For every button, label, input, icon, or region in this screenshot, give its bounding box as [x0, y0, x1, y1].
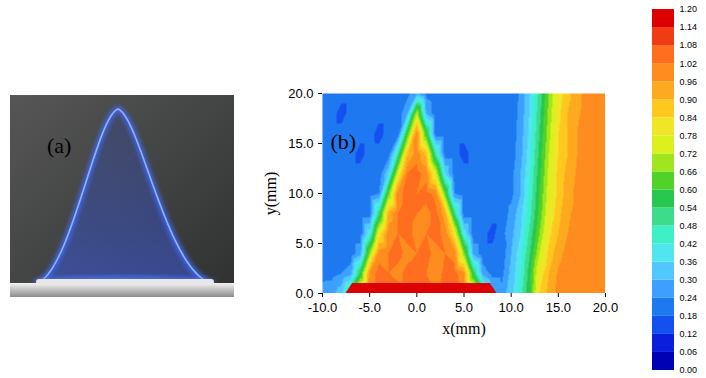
svg-text:0.96: 0.96 — [680, 77, 698, 87]
svg-text:0.66: 0.66 — [680, 167, 698, 177]
svg-text:10.0: 10.0 — [288, 186, 313, 201]
svg-text:0.60: 0.60 — [680, 185, 698, 195]
svg-text:0.0: 0.0 — [295, 286, 313, 301]
svg-text:0.12: 0.12 — [680, 329, 698, 339]
svg-text:20.0: 20.0 — [593, 300, 618, 315]
svg-text:1.20: 1.20 — [680, 4, 698, 14]
svg-text:20.0: 20.0 — [288, 86, 313, 101]
svg-text:5.0: 5.0 — [455, 300, 473, 315]
svg-text:y(mm): y(mm) — [262, 172, 280, 216]
svg-text:1.08: 1.08 — [680, 40, 698, 50]
svg-text:1.14: 1.14 — [680, 22, 698, 32]
svg-text:0.06: 0.06 — [680, 347, 698, 357]
svg-text:10.0: 10.0 — [499, 300, 524, 315]
svg-text:0.84: 0.84 — [680, 113, 698, 123]
svg-text:0.54: 0.54 — [680, 203, 698, 213]
svg-text:x(mm): x(mm) — [442, 320, 486, 338]
svg-text:15.0: 15.0 — [288, 136, 313, 151]
svg-text:0.30: 0.30 — [680, 275, 698, 285]
svg-text:0.18: 0.18 — [680, 311, 698, 321]
svg-text:0.24: 0.24 — [680, 293, 698, 303]
svg-text:-10.0: -10.0 — [308, 300, 338, 315]
svg-text:(a): (a) — [47, 133, 71, 158]
svg-text:(b): (b) — [331, 129, 357, 154]
svg-text:0.90: 0.90 — [680, 95, 698, 105]
svg-text:0.0: 0.0 — [408, 300, 426, 315]
svg-text:0.42: 0.42 — [680, 239, 698, 249]
svg-text:15.0: 15.0 — [546, 300, 571, 315]
svg-text:-5.0: -5.0 — [358, 300, 380, 315]
svg-text:1.02: 1.02 — [680, 59, 698, 69]
svg-text:0.78: 0.78 — [680, 131, 698, 141]
svg-text:5.0: 5.0 — [295, 236, 313, 251]
svg-text:0.72: 0.72 — [680, 149, 698, 159]
svg-text:0.36: 0.36 — [680, 257, 698, 267]
svg-text:0.00: 0.00 — [680, 365, 698, 375]
svg-text:0.48: 0.48 — [680, 221, 698, 231]
